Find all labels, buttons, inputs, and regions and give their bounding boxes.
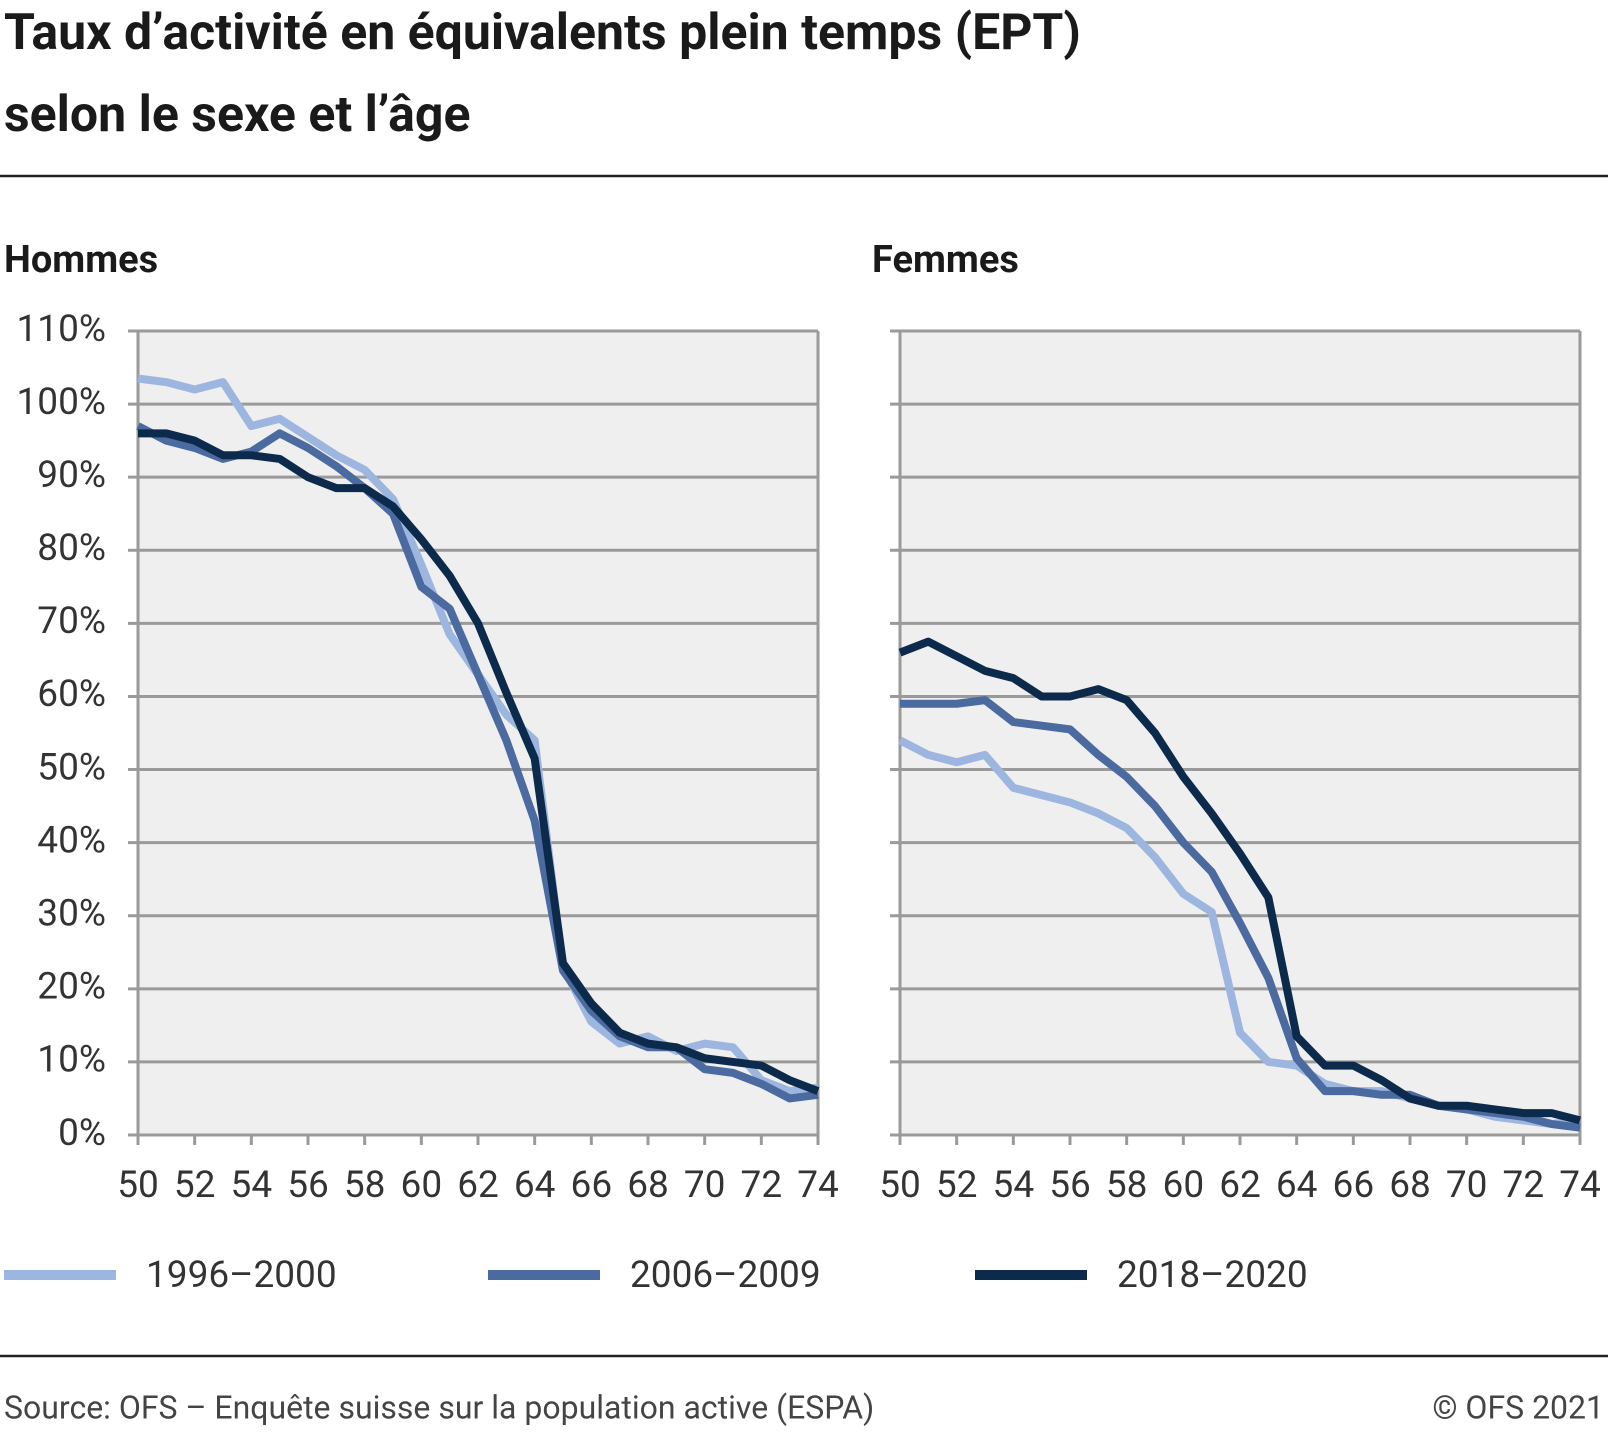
y-tick-label: 0% <box>58 1112 106 1155</box>
source: Source: OFS – Enquête suisse sur la popu… <box>4 1388 874 1426</box>
x-tick-label: 74 <box>1559 1164 1601 1207</box>
x-tick-label: 64 <box>1276 1164 1318 1207</box>
chart-title: selon le sexe et l’âge <box>4 86 470 144</box>
x-tick-label: 66 <box>571 1164 613 1207</box>
x-tick-label: 68 <box>627 1164 669 1207</box>
x-tick-label: 72 <box>741 1164 783 1207</box>
chart-title: Taux d’activité en équivalents plein tem… <box>4 4 1081 62</box>
x-tick-label: 62 <box>457 1164 499 1207</box>
y-tick-label: 50% <box>37 746 106 789</box>
plot-area <box>900 331 1580 1135</box>
x-tick-label: 50 <box>879 1164 921 1207</box>
panel-title: Femmes <box>872 238 1019 282</box>
y-tick-label: 110% <box>17 308 106 351</box>
panel-title: Hommes <box>4 238 158 282</box>
x-tick-label: 70 <box>1446 1164 1488 1207</box>
y-tick-label: 20% <box>37 966 106 1009</box>
plot-area <box>138 331 818 1135</box>
x-tick-label: 74 <box>797 1164 839 1207</box>
x-tick-label: 56 <box>287 1164 329 1207</box>
y-tick-label: 80% <box>37 527 106 570</box>
y-tick-label: 70% <box>37 600 106 643</box>
legend-label: 2018–2020 <box>1117 1254 1308 1297</box>
x-tick-label: 54 <box>993 1164 1035 1207</box>
x-tick-label: 60 <box>401 1164 443 1207</box>
y-tick-label: 90% <box>37 454 106 497</box>
x-tick-label: 56 <box>1049 1164 1091 1207</box>
x-tick-label: 52 <box>174 1164 216 1207</box>
line-series <box>898 637 1581 1125</box>
x-tick-label: 54 <box>231 1164 273 1207</box>
line-series <box>138 429 820 1095</box>
y-tick-label: 100% <box>17 381 106 424</box>
x-tick-label: 66 <box>1333 1164 1375 1207</box>
legend-label: 2006–2009 <box>630 1254 821 1297</box>
x-tick-label: 62 <box>1219 1164 1261 1207</box>
x-tick-label: 58 <box>1106 1164 1148 1207</box>
y-tick-label: 40% <box>37 819 106 862</box>
copyright: © OFS 2021 <box>1432 1388 1604 1426</box>
y-tick-label: 60% <box>37 673 106 716</box>
x-tick-label: 72 <box>1503 1164 1545 1207</box>
x-tick-label: 60 <box>1163 1164 1205 1207</box>
x-tick-label: 58 <box>344 1164 386 1207</box>
y-tick-label: 30% <box>37 893 106 936</box>
x-tick-label: 64 <box>514 1164 556 1207</box>
legend-label: 1996–2000 <box>146 1254 337 1297</box>
x-tick-label: 68 <box>1389 1164 1431 1207</box>
x-tick-label: 70 <box>684 1164 726 1207</box>
y-tick-label: 10% <box>37 1039 106 1082</box>
x-tick-label: 50 <box>117 1164 159 1207</box>
x-tick-label: 52 <box>936 1164 978 1207</box>
